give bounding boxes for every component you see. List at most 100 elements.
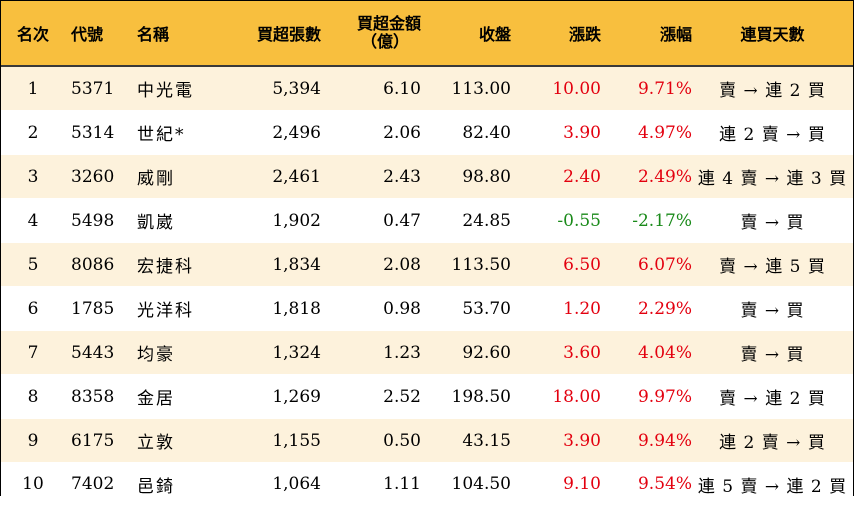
- cell-consecutive-days: 賣 → 連 5 買: [692, 243, 853, 287]
- cell-change: 9.10: [511, 463, 601, 505]
- cell-net-buy-amount: 0.98: [321, 287, 421, 331]
- header-net-buy-lots: 買超張數: [219, 1, 321, 66]
- cell-net-buy-lots: 1,324: [219, 331, 321, 375]
- cell-consecutive-days: 賣 → 連 2 買: [692, 375, 853, 419]
- cell-code: 5371: [65, 66, 133, 111]
- cell-change-pct: 9.94%: [601, 419, 692, 463]
- cell-name: 中光電: [133, 66, 219, 111]
- cell-rank: 8: [1, 375, 65, 419]
- cell-close: 92.60: [421, 331, 511, 375]
- cell-name: 凱崴: [133, 199, 219, 243]
- cell-code: 6175: [65, 419, 133, 463]
- cell-net-buy-lots: 1,064: [219, 463, 321, 505]
- header-rank: 名次: [1, 1, 65, 66]
- cell-change-pct: 2.49%: [601, 155, 692, 199]
- cell-consecutive-days: 連 4 賣 → 連 3 買: [692, 155, 853, 199]
- cell-code: 7402: [65, 463, 133, 505]
- header-change: 漲跌: [511, 1, 601, 66]
- table-header: 名次 代號 名稱 買超張數 買超金額 （億） 收盤 漲跌 漲幅 連買天數: [1, 1, 853, 66]
- cell-close: 43.15: [421, 419, 511, 463]
- cell-name: 金居: [133, 375, 219, 419]
- cell-change-pct: 4.97%: [601, 111, 692, 155]
- cell-name: 宏捷科: [133, 243, 219, 287]
- header-code: 代號: [65, 1, 133, 66]
- cell-rank: 1: [1, 66, 65, 111]
- cell-change-pct: 6.07%: [601, 243, 692, 287]
- cell-change-pct: 4.04%: [601, 331, 692, 375]
- cell-change-pct: 9.97%: [601, 375, 692, 419]
- cell-change-pct: 9.54%: [601, 463, 692, 505]
- cell-consecutive-days: 連 2 賣 → 買: [692, 111, 853, 155]
- header-change-pct: 漲幅: [601, 1, 692, 66]
- cell-consecutive-days: 賣 → 買: [692, 287, 853, 331]
- cell-close: 24.85: [421, 199, 511, 243]
- cell-change: 10.00: [511, 66, 601, 111]
- cell-net-buy-amount: 2.52: [321, 375, 421, 419]
- cell-rank: 6: [1, 287, 65, 331]
- cell-close: 104.50: [421, 463, 511, 505]
- cell-name: 光洋科: [133, 287, 219, 331]
- cell-code: 8358: [65, 375, 133, 419]
- header-net-buy-amount: 買超金額 （億）: [321, 1, 421, 66]
- cell-net-buy-amount: 1.23: [321, 331, 421, 375]
- cell-name: 均豪: [133, 331, 219, 375]
- cell-net-buy-amount: 6.10: [321, 66, 421, 111]
- cell-name: 世紀*: [133, 111, 219, 155]
- cell-change: 1.20: [511, 287, 601, 331]
- cell-net-buy-lots: 2,461: [219, 155, 321, 199]
- cell-change: -0.55: [511, 199, 601, 243]
- cell-change: 18.00: [511, 375, 601, 419]
- cell-change: 3.90: [511, 419, 601, 463]
- cell-change: 3.60: [511, 331, 601, 375]
- cell-net-buy-amount: 2.06: [321, 111, 421, 155]
- cell-net-buy-lots: 1,155: [219, 419, 321, 463]
- cell-change: 2.40: [511, 155, 601, 199]
- cell-code: 3260: [65, 155, 133, 199]
- cell-net-buy-lots: 2,496: [219, 111, 321, 155]
- cell-change: 3.90: [511, 111, 601, 155]
- cell-net-buy-amount: 1.11: [321, 463, 421, 505]
- header-net-buy-amount-label: 買超金額: [321, 15, 421, 33]
- cell-rank: 5: [1, 243, 65, 287]
- cell-rank: 10: [1, 463, 65, 505]
- cell-consecutive-days: 賣 → 連 2 買: [692, 66, 853, 111]
- cell-change: 6.50: [511, 243, 601, 287]
- cell-code: 5314: [65, 111, 133, 155]
- cell-consecutive-days: 連 2 賣 → 買: [692, 419, 853, 463]
- cell-rank: 9: [1, 419, 65, 463]
- cell-rank: 2: [1, 111, 65, 155]
- cell-code: 5443: [65, 331, 133, 375]
- cell-name: 威剛: [133, 155, 219, 199]
- cell-rank: 3: [1, 155, 65, 199]
- header-consecutive-days: 連買天數: [692, 1, 853, 66]
- cell-consecutive-days: 賣 → 買: [692, 199, 853, 243]
- header-name: 名稱: [133, 1, 219, 66]
- cell-net-buy-lots: 1,818: [219, 287, 321, 331]
- header-net-buy-amount-unit: （億）: [321, 33, 421, 51]
- header-row: 名次 代號 名稱 買超張數 買超金額 （億） 收盤 漲跌 漲幅 連買天數: [1, 1, 853, 66]
- cell-close: 113.00: [421, 66, 511, 111]
- cell-consecutive-days: 賣 → 買: [692, 331, 853, 375]
- cell-close: 98.80: [421, 155, 511, 199]
- cell-close: 53.70: [421, 287, 511, 331]
- cell-change-pct: 9.71%: [601, 66, 692, 111]
- cell-net-buy-amount: 2.08: [321, 243, 421, 287]
- cell-net-buy-lots: 1,834: [219, 243, 321, 287]
- cell-close: 113.50: [421, 243, 511, 287]
- cell-net-buy-lots: 1,902: [219, 199, 321, 243]
- cell-net-buy-lots: 5,394: [219, 66, 321, 111]
- cell-close: 198.50: [421, 375, 511, 419]
